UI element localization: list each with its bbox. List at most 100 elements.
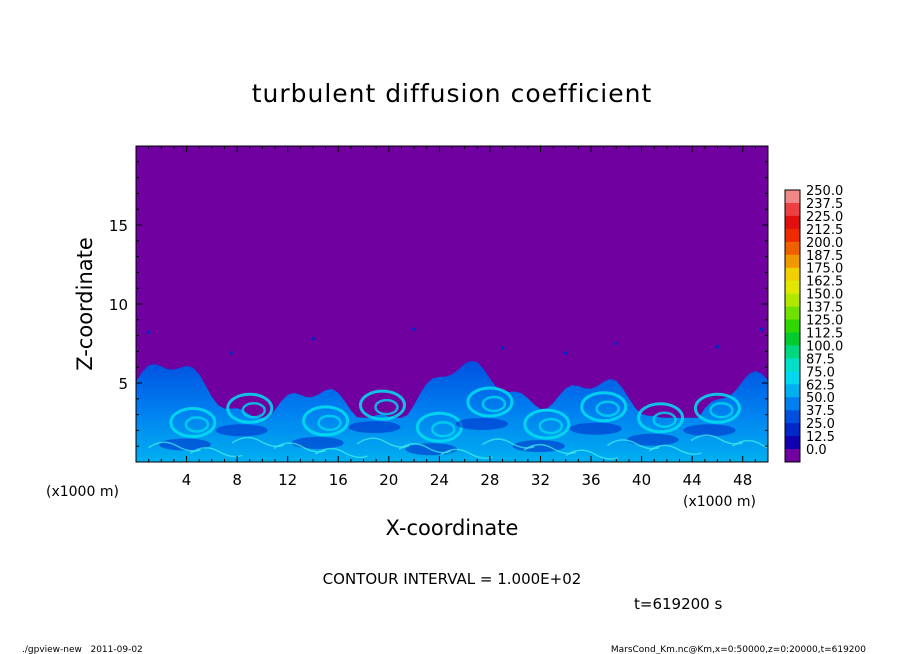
- eddy-core: [431, 420, 456, 438]
- footer-right: MarsCond_Km.nc@Km,x=0:50000,z=0:20000,t=…: [611, 645, 866, 654]
- eddy-core: [652, 411, 677, 429]
- eddy-shadow: [291, 436, 344, 449]
- y-tick-label: 15: [109, 217, 128, 235]
- eddy-core: [374, 398, 399, 416]
- speck: [715, 344, 720, 349]
- colorbar-label: 162.5: [806, 275, 843, 290]
- colorbar-frame: [784, 189, 801, 463]
- colorbar-cell: [785, 293, 800, 307]
- colorbar-cell: [785, 436, 800, 450]
- eddy-ring: [226, 392, 274, 424]
- eddy-ring: [169, 407, 217, 438]
- filament: [189, 447, 243, 458]
- colorbar-label: 150.0: [806, 288, 843, 303]
- turbulent-layer: [136, 327, 768, 462]
- chart-title: turbulent diffusion coefficient: [252, 79, 653, 108]
- x-tick-label: 12: [278, 471, 297, 489]
- colorbar-label: 137.5: [806, 301, 843, 316]
- speck: [229, 351, 233, 355]
- colorbar-label: 50.0: [806, 391, 835, 406]
- eddy-ring: [358, 389, 406, 421]
- eddy-ring: [466, 386, 514, 418]
- colorbar-cell: [785, 202, 800, 217]
- colorbar-cell: [785, 345, 800, 359]
- x-tick-label: 32: [531, 471, 550, 489]
- y-ticks: 5 10 15: [109, 161, 768, 447]
- eddy-shadow: [569, 422, 622, 435]
- x-tick-label: 44: [683, 471, 702, 489]
- colorbar-cell: [785, 332, 800, 346]
- colorbar-cell: [785, 190, 800, 204]
- colorbar-cell: [785, 241, 800, 256]
- filament: [648, 444, 702, 456]
- colorbar-label: 112.5: [806, 327, 843, 342]
- speck: [412, 327, 416, 332]
- colorbar-label: 187.5: [806, 249, 843, 264]
- y-tick-label: 10: [109, 296, 128, 314]
- eddy-core: [709, 402, 734, 419]
- eddy-shadow: [215, 424, 268, 437]
- eddy-shadow: [683, 424, 736, 437]
- colorbar-cell: [785, 397, 800, 411]
- speck: [759, 327, 764, 332]
- filament: [565, 449, 619, 460]
- x-tick-label: 24: [430, 471, 449, 489]
- colorbar-label: 25.0: [806, 417, 835, 432]
- eddy-shadow: [626, 433, 679, 446]
- filament: [315, 447, 368, 459]
- eddy-core: [241, 402, 267, 419]
- colorbar-label: 175.0: [806, 262, 843, 277]
- colorbar-cell: [785, 228, 800, 243]
- eddy-core: [184, 416, 210, 433]
- x-ticks: 4 8 12 16 20 24 28 32 36 40 44 48: [148, 146, 756, 489]
- colorbar: 250.0237.5225.0212.5200.0187.5175.0162.5…: [784, 184, 843, 463]
- eddy-shadow: [455, 417, 508, 430]
- colorbar-label: 37.5: [806, 404, 835, 419]
- colorbar-cell: [785, 371, 800, 385]
- x-tick-label: 8: [232, 471, 242, 489]
- x-tick-label: 36: [581, 471, 600, 489]
- eddy-core: [595, 400, 620, 417]
- x-axis-label: X-coordinate: [386, 516, 519, 540]
- x-tick-label: 48: [733, 471, 752, 489]
- colorbar-cell: [785, 358, 800, 372]
- colorbar-label: 200.0: [806, 236, 843, 251]
- colorbar-label: 75.0: [806, 365, 835, 380]
- speck: [563, 351, 568, 355]
- eddy-ring: [523, 408, 571, 440]
- filament: [732, 439, 768, 449]
- colorbar-label: 225.0: [806, 210, 843, 225]
- colorbar-cell: [785, 449, 800, 463]
- speck: [311, 336, 315, 341]
- time-text: t=619200 s: [634, 595, 722, 613]
- colorbar-cell: [785, 384, 800, 398]
- footer-left: ./gpview-new 2011-09-02: [22, 645, 143, 654]
- y-axis-label: Z-coordinate: [73, 237, 97, 371]
- x-tick-label: 28: [480, 471, 499, 489]
- eddy-ring: [580, 391, 628, 423]
- eddy-shadow: [158, 438, 211, 451]
- eddy-ring: [637, 402, 685, 434]
- eddy-core: [538, 417, 564, 435]
- eddy-ring: [302, 405, 350, 437]
- colorbar-cell: [785, 306, 800, 320]
- y-unit-label: (x1000 m): [46, 484, 119, 500]
- x-tick-label: 4: [182, 471, 192, 489]
- colorbar-label: 250.0: [806, 184, 843, 199]
- x-tick-label: 16: [329, 471, 348, 489]
- speck: [146, 330, 151, 335]
- colorbar-label: 12.5: [806, 430, 835, 445]
- colorbar-label: 0.0: [806, 443, 827, 458]
- colorbar-label: 237.5: [806, 197, 843, 212]
- x-unit-label: (x1000 m): [683, 494, 756, 510]
- speck: [614, 341, 619, 346]
- turbulent-region: [136, 360, 768, 462]
- colorbar-cell: [785, 319, 800, 333]
- eddy-ring: [693, 392, 741, 424]
- contour-interval-text: CONTOUR INTERVAL = 1.000E+02: [323, 570, 582, 588]
- speck: [500, 346, 505, 351]
- x-tick-label: 20: [379, 471, 398, 489]
- eddy-core: [481, 395, 507, 413]
